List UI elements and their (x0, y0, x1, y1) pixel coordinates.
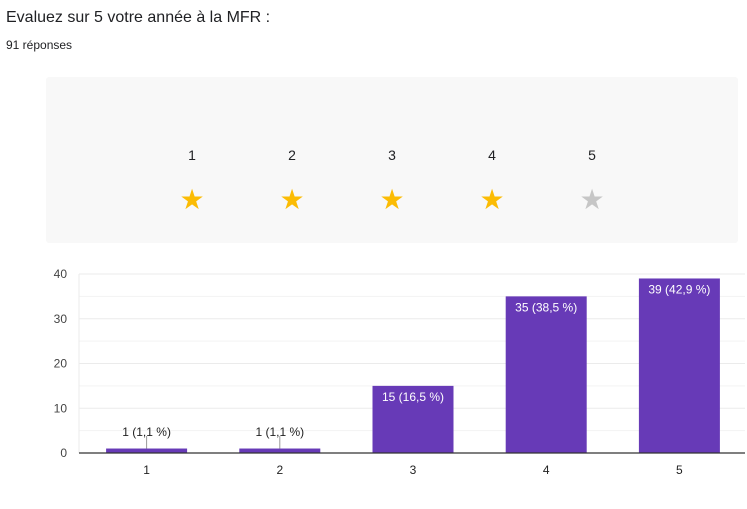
y-tick-label: 0 (60, 446, 67, 460)
rating-preview-card (46, 77, 738, 243)
star-icon: ★ (579, 184, 605, 215)
star-icon: ★ (379, 184, 405, 215)
data-label: 35 (38,5 %) (515, 300, 577, 314)
y-tick-label: 30 (54, 312, 68, 326)
bar (638, 278, 720, 453)
bar (106, 448, 188, 453)
x-tick-label: 2 (276, 463, 283, 477)
x-tick-label: 1 (143, 463, 150, 477)
rating-label: 5 (588, 147, 596, 163)
x-tick-label: 5 (676, 463, 683, 477)
rating-label: 2 (288, 147, 296, 163)
bar (505, 296, 587, 453)
data-label: 1 (1,1 %) (255, 425, 304, 439)
rating-label: 3 (388, 147, 396, 163)
x-tick-label: 3 (410, 463, 417, 477)
rating-label: 1 (188, 147, 196, 163)
y-tick-label: 40 (54, 267, 68, 281)
x-tick-label: 4 (543, 463, 550, 477)
bar (239, 448, 321, 453)
data-label: 1 (1,1 %) (122, 425, 171, 439)
star-icon: ★ (279, 184, 305, 215)
bar (372, 385, 454, 453)
y-tick-label: 20 (54, 357, 68, 371)
star-icon: ★ (479, 184, 505, 215)
star-icon: ★ (179, 184, 205, 215)
question-title: Evaluez sur 5 votre année à la MFR : (6, 9, 271, 26)
y-tick-label: 10 (54, 401, 68, 415)
response-count: 91 réponses (6, 38, 73, 52)
rating-label: 4 (488, 147, 496, 163)
data-label: 39 (42,9 %) (648, 282, 710, 296)
data-label: 15 (16,5 %) (382, 390, 444, 404)
